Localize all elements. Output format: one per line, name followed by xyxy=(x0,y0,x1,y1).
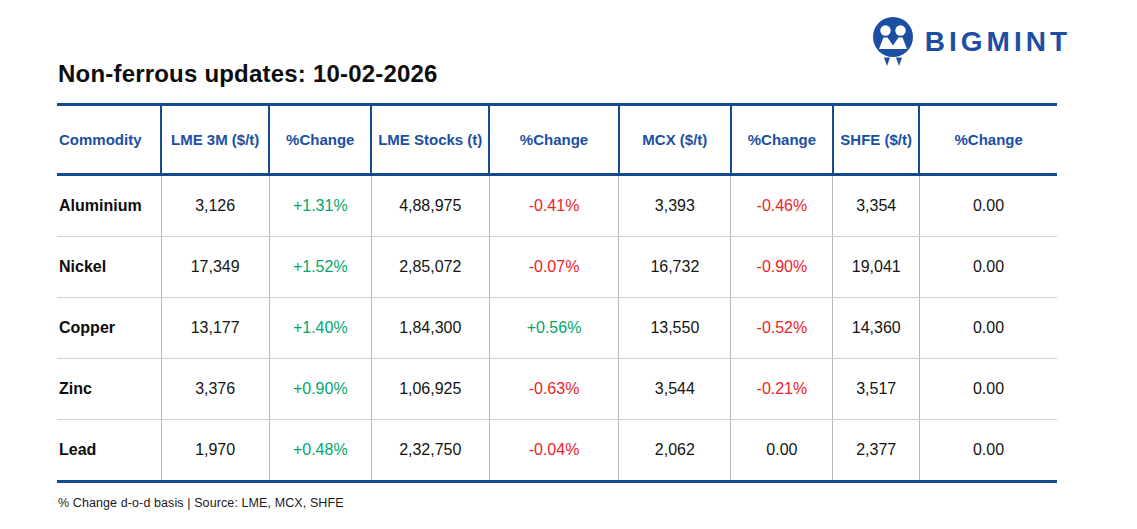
page-title: Non-ferrous updates: 10-02-2026 xyxy=(58,60,438,88)
value-cell: -0.07% xyxy=(489,237,619,298)
value-cell: 13,550 xyxy=(619,298,731,359)
value-cell: 3,126 xyxy=(161,175,269,237)
commodity-cell: Aluminium xyxy=(57,175,161,237)
table-header-row: CommodityLME 3M ($/t)%ChangeLME Stocks (… xyxy=(57,105,1057,175)
value-cell: 1,970 xyxy=(161,420,269,482)
column-header-4: %Change xyxy=(489,105,619,175)
value-cell: -0.21% xyxy=(731,359,833,420)
table-header: CommodityLME 3M ($/t)%ChangeLME Stocks (… xyxy=(57,105,1057,175)
value-cell: +0.90% xyxy=(269,359,371,420)
column-header-0: Commodity xyxy=(57,105,161,175)
value-cell: 14,360 xyxy=(833,298,919,359)
source-footnote: % Change d-o-d basis | Source: LME, MCX,… xyxy=(58,496,344,510)
value-cell: 0.00 xyxy=(919,420,1057,482)
value-cell: 2,32,750 xyxy=(371,420,489,482)
value-cell: +0.56% xyxy=(489,298,619,359)
value-cell: 0.00 xyxy=(919,359,1057,420)
value-cell: 1,06,925 xyxy=(371,359,489,420)
column-header-1: LME 3M ($/t) xyxy=(161,105,269,175)
table-row: Nickel17,349+1.52%2,85,072-0.07%16,732-0… xyxy=(57,237,1057,298)
value-cell: 0.00 xyxy=(731,420,833,482)
commodity-table: CommodityLME 3M ($/t)%ChangeLME Stocks (… xyxy=(57,103,1057,483)
value-cell: 2,85,072 xyxy=(371,237,489,298)
value-cell: 0.00 xyxy=(919,298,1057,359)
value-cell: 3,544 xyxy=(619,359,731,420)
value-cell: -0.46% xyxy=(731,175,833,237)
value-cell: 2,377 xyxy=(833,420,919,482)
value-cell: 13,177 xyxy=(161,298,269,359)
value-cell: 2,062 xyxy=(619,420,731,482)
brand-logo: BIGMINT xyxy=(871,16,1071,68)
column-header-6: %Change xyxy=(731,105,833,175)
column-header-3: LME Stocks (t) xyxy=(371,105,489,175)
commodity-cell: Zinc xyxy=(57,359,161,420)
value-cell: -0.90% xyxy=(731,237,833,298)
column-header-2: %Change xyxy=(269,105,371,175)
value-cell: 3,517 xyxy=(833,359,919,420)
value-cell: 3,376 xyxy=(161,359,269,420)
commodity-cell: Copper xyxy=(57,298,161,359)
value-cell: +1.31% xyxy=(269,175,371,237)
value-cell: -0.04% xyxy=(489,420,619,482)
column-header-7: SHFE ($/t) xyxy=(833,105,919,175)
value-cell: 1,84,300 xyxy=(371,298,489,359)
table-row: Lead1,970+0.48%2,32,750-0.04%2,0620.002,… xyxy=(57,420,1057,482)
column-header-8: %Change xyxy=(919,105,1057,175)
value-cell: 19,041 xyxy=(833,237,919,298)
commodity-cell: Nickel xyxy=(57,237,161,298)
value-cell: 3,393 xyxy=(619,175,731,237)
value-cell: 0.00 xyxy=(919,175,1057,237)
value-cell: 16,732 xyxy=(619,237,731,298)
table-row: Zinc3,376+0.90%1,06,925-0.63%3,544-0.21%… xyxy=(57,359,1057,420)
bigmint-logo-icon xyxy=(871,16,915,68)
value-cell: 0.00 xyxy=(919,237,1057,298)
value-cell: +1.52% xyxy=(269,237,371,298)
value-cell: -0.63% xyxy=(489,359,619,420)
column-header-5: MCX ($/t) xyxy=(619,105,731,175)
brand-name: BIGMINT xyxy=(925,28,1071,56)
value-cell: +0.48% xyxy=(269,420,371,482)
value-cell: -0.41% xyxy=(489,175,619,237)
value-cell: +1.40% xyxy=(269,298,371,359)
value-cell: -0.52% xyxy=(731,298,833,359)
commodity-cell: Lead xyxy=(57,420,161,482)
table-row: Aluminium3,126+1.31%4,88,975-0.41%3,393-… xyxy=(57,175,1057,237)
table-body: Aluminium3,126+1.31%4,88,975-0.41%3,393-… xyxy=(57,175,1057,482)
value-cell: 17,349 xyxy=(161,237,269,298)
table-row: Copper13,177+1.40%1,84,300+0.56%13,550-0… xyxy=(57,298,1057,359)
value-cell: 3,354 xyxy=(833,175,919,237)
value-cell: 4,88,975 xyxy=(371,175,489,237)
